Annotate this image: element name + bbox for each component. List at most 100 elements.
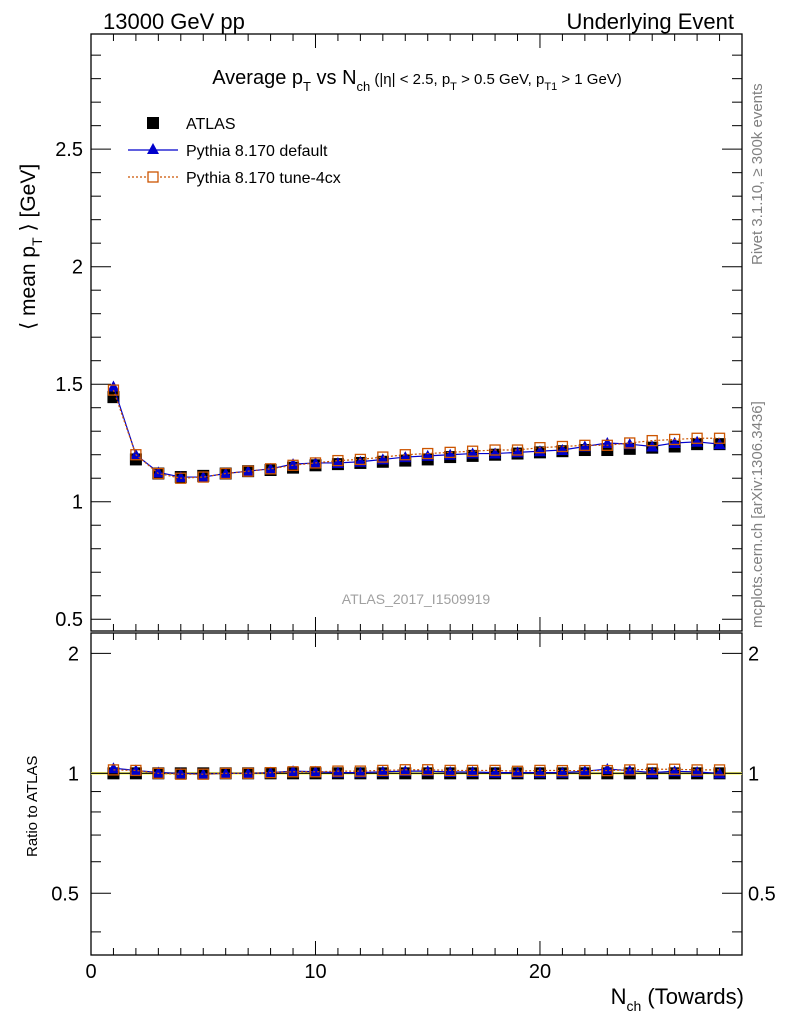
axis-ticks: 0 10 20 0.5 1 1.5 2 2.5 0.5 0.5 1 1 2 2 [51, 34, 776, 983]
title-cut-1-sub: T [450, 81, 457, 93]
mcplots-label: mcplots.cern.ch [arXiv:1306.3436] [749, 401, 766, 628]
data-point-tune [264, 463, 277, 475]
data-point-tune [220, 467, 232, 480]
title-main: Average p [212, 67, 303, 89]
ratio-point-default [287, 765, 300, 777]
data-point-tune [287, 459, 299, 471]
data-point-tune [354, 453, 367, 466]
ratio-point-default [713, 767, 726, 779]
ratio-point-tune [399, 764, 411, 776]
x-axis-label-sub: ch [627, 998, 642, 1014]
ratio-point-tune [264, 766, 277, 779]
data-point-default [174, 471, 187, 483]
legend-label-default: Pythia 8.170 default [186, 143, 328, 160]
data-point-default [264, 462, 277, 474]
legend-marker-default [147, 143, 159, 154]
ratio-point-tune [579, 764, 591, 777]
data-point-tune [669, 433, 681, 446]
ratio-point-tune [175, 768, 187, 780]
title-cut-3: > 1 GeV) [557, 71, 622, 88]
ratio-point-default [107, 762, 120, 774]
ratio-point-tune [556, 764, 569, 777]
ratio-point-tune [511, 765, 524, 777]
ratio-point-default [511, 766, 524, 778]
ratio-point-tune [691, 764, 703, 776]
data-point-tune [332, 454, 344, 467]
ratio-point-default [129, 764, 142, 776]
data-point-tune [399, 449, 411, 461]
x-tick-label: 0 [85, 961, 96, 983]
data-point-tune [601, 439, 613, 451]
header-right: Underlying Event [566, 9, 734, 34]
data-point-tune [511, 444, 524, 456]
data-point-tune [152, 467, 164, 480]
ratio-y-tick-label-right: 0.5 [748, 883, 776, 905]
ratio-point-tune [466, 764, 479, 777]
y-axis-label-pre: ⟨ mean p [17, 246, 40, 330]
series-line-2 [112, 389, 720, 479]
y-axis-label-post: ⟩ [GeV] [17, 164, 40, 238]
x-tick-label: 20 [529, 961, 551, 983]
ratio-point-tune [220, 767, 232, 779]
data-point-default [578, 440, 591, 452]
ratio-point-tune [669, 763, 681, 775]
data-point-tune [713, 432, 726, 444]
data-point-tune [130, 449, 142, 461]
data-point-tune [377, 451, 389, 463]
ratio-point-tune [332, 765, 344, 777]
legend: ATLAS Pythia 8.170 default Pythia 8.170 … [128, 116, 341, 187]
ratio-point-tune [377, 764, 389, 777]
ratio-point-default [421, 765, 434, 777]
ratio-point-default [578, 765, 591, 777]
data-point-tune [242, 465, 254, 477]
ratio-y-tick-label: 1 [68, 763, 79, 785]
legend-label-tune: Pythia 8.170 tune-4cx [186, 170, 341, 187]
title-vs-sub: ch [357, 79, 371, 94]
ratio-point-tune [242, 767, 254, 779]
title-cut-2-sub: T1 [544, 81, 557, 93]
data-point-tune [624, 437, 636, 449]
data-point-tune [175, 472, 187, 484]
legend-marker-tune [147, 171, 159, 183]
ratio-point-default [197, 768, 210, 780]
data-point-default [668, 436, 681, 448]
y-tick-label: 2 [72, 257, 83, 279]
ratio-point-default [242, 767, 255, 779]
series-line-1 [112, 386, 720, 478]
ratio-y-tick-label: 2 [68, 643, 79, 665]
ratio-y-tick-label-right: 1 [748, 763, 759, 785]
ratio-y-axis-label: Ratio to ATLAS [24, 756, 41, 857]
data-point-default [691, 435, 704, 447]
title-vs: vs N [311, 67, 357, 89]
legend-label-atlas: ATLAS [186, 116, 236, 133]
ratio-point-default [309, 765, 322, 777]
ratio-point-default [601, 763, 614, 775]
ratio-point-tune [422, 764, 434, 776]
ratio-point-default [152, 766, 165, 778]
y-tick-label: 1 [72, 492, 83, 514]
ratio-point-tune [601, 764, 613, 777]
ratio-point-tune [444, 764, 456, 777]
ratio-point-tune [107, 764, 120, 776]
data-point-tune [556, 440, 569, 453]
data-point-default [287, 458, 300, 470]
ratio-point-tune [534, 764, 546, 777]
data-point-tune [691, 432, 703, 444]
data-point-default [107, 380, 120, 392]
data-point-default [489, 447, 502, 459]
ratio-point-default [444, 765, 457, 777]
ratio-point-default [668, 765, 681, 777]
ratio-point-default [174, 767, 187, 779]
data-point-tune [489, 444, 501, 456]
chart-marks [91, 380, 742, 780]
data-point-tune [197, 471, 209, 483]
data-point-default [197, 471, 210, 483]
title-cut-2: > 0.5 GeV, p [457, 71, 544, 88]
ratio-point-tune [152, 767, 164, 779]
ratio-point-tune [197, 768, 209, 780]
chart-title: Average pT vs Nch (|η| < 2.5, pT > 0.5 G… [212, 67, 622, 94]
data-point-tune [466, 445, 479, 457]
ratio-point-tune [489, 764, 501, 777]
ratio-point-tune [354, 765, 367, 777]
ratio-point-tune [309, 766, 322, 778]
